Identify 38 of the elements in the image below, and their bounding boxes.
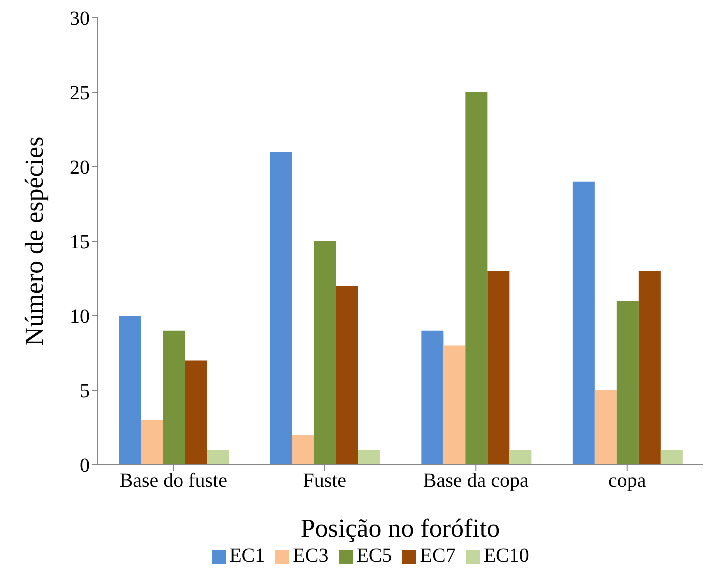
y-tick-label: 5 xyxy=(80,380,90,403)
y-tick-label: 25 xyxy=(70,82,90,105)
bar xyxy=(163,330,186,465)
y-tick-label: 15 xyxy=(70,232,90,254)
x-tick-label: Fuste xyxy=(303,470,347,492)
legend-label: EC10 xyxy=(484,545,530,567)
bar xyxy=(314,242,336,465)
y-tick-label: 30 xyxy=(70,8,90,30)
legend-label: EC5 xyxy=(356,545,392,567)
legend-label: EC3 xyxy=(293,545,329,567)
bar xyxy=(185,360,208,465)
x-tick-label: Base da copa xyxy=(423,470,529,492)
bar xyxy=(444,346,466,465)
bar xyxy=(119,316,142,465)
bar xyxy=(572,182,595,465)
bar xyxy=(358,450,380,465)
bar xyxy=(141,420,164,465)
bar xyxy=(510,450,532,465)
bar xyxy=(422,330,444,465)
bar xyxy=(207,450,230,465)
y-tick-label: 0 xyxy=(80,455,90,478)
y-tick-label: 20 xyxy=(70,157,90,180)
legend-label: EC1 xyxy=(230,545,266,567)
legend-label: EC7 xyxy=(420,545,456,567)
bar xyxy=(488,271,510,465)
bar xyxy=(594,390,617,465)
y-axis-title: Número de espécies xyxy=(20,136,50,346)
y-tick-label: 10 xyxy=(70,306,90,328)
bar xyxy=(638,271,661,465)
x-tick-label: copa xyxy=(608,470,646,492)
bar xyxy=(336,286,358,465)
bar xyxy=(270,152,292,465)
x-tick-label: Base do fuste xyxy=(120,470,228,492)
bar xyxy=(660,450,683,465)
x-axis-title: Posição no forófito xyxy=(300,514,500,543)
bar xyxy=(616,301,639,465)
bar xyxy=(292,435,314,465)
bar xyxy=(466,92,488,465)
